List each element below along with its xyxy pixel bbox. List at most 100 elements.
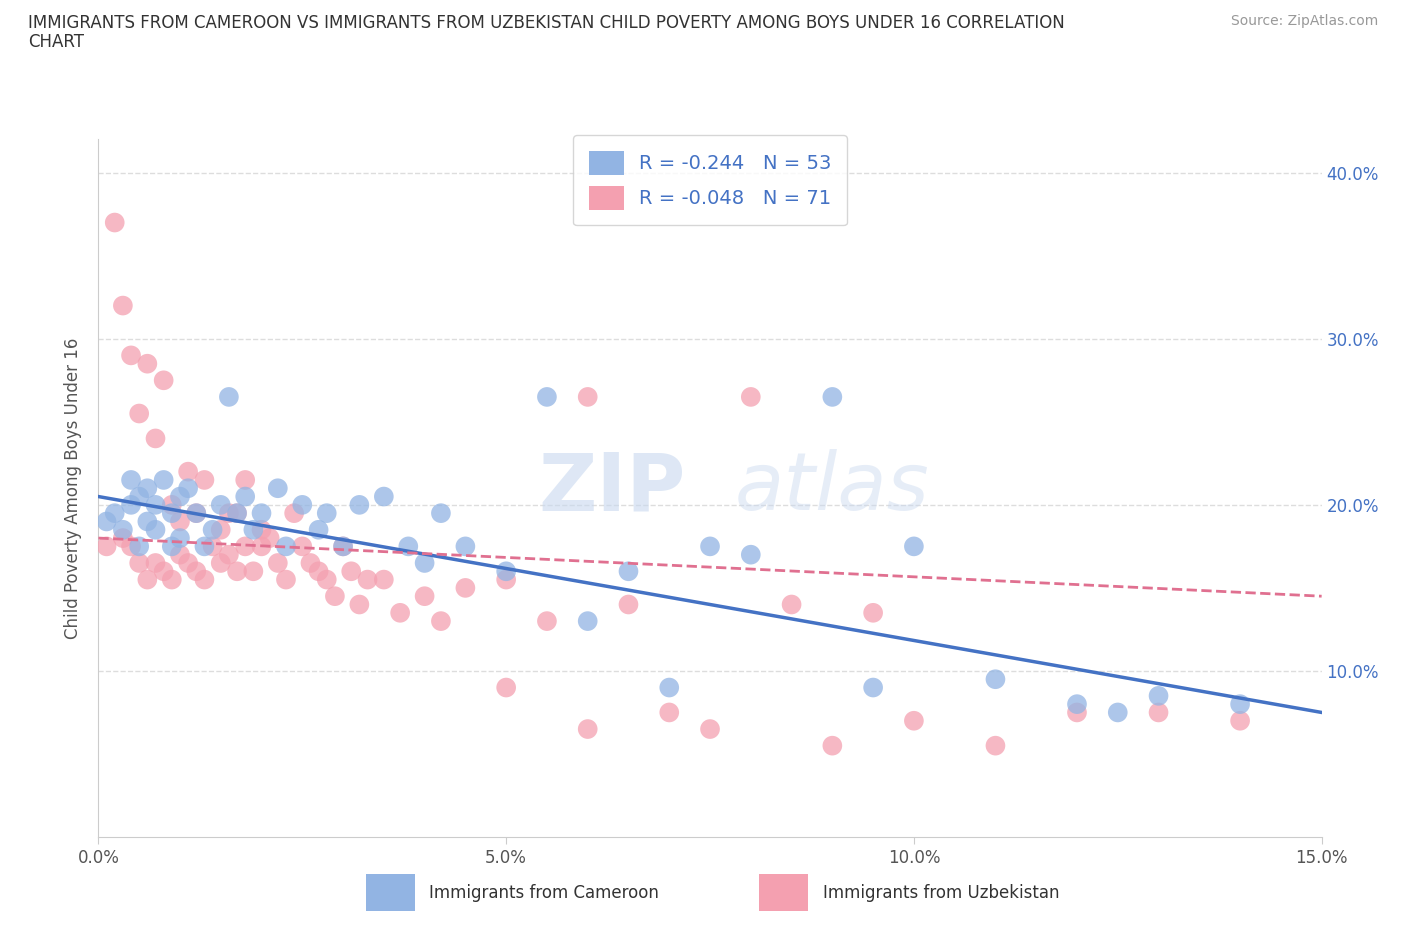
Point: [128, 539, 150, 554]
Point: [128, 555, 150, 570]
Text: Immigrants from Uzbekistan: Immigrants from Uzbekistan: [823, 884, 1059, 902]
Point: [177, 555, 200, 570]
Point: [413, 555, 436, 570]
Point: [145, 555, 167, 570]
Point: [1229, 697, 1251, 711]
Point: [274, 572, 297, 587]
Point: [120, 498, 142, 512]
Point: [209, 523, 232, 538]
Point: [218, 390, 240, 405]
Point: [308, 564, 330, 578]
Point: [862, 605, 884, 620]
Point: [315, 572, 337, 587]
FancyBboxPatch shape: [366, 874, 415, 911]
Point: [111, 299, 134, 313]
Point: [389, 605, 412, 620]
Point: [136, 572, 159, 587]
Point: [104, 506, 127, 521]
Point: [218, 547, 240, 562]
Point: [430, 614, 453, 629]
Point: [903, 539, 925, 554]
Point: [780, 597, 803, 612]
Point: [396, 539, 419, 554]
Point: [250, 506, 273, 521]
Point: [120, 539, 142, 554]
Point: [193, 572, 215, 587]
Point: [136, 356, 159, 371]
Point: [233, 489, 256, 504]
Point: [201, 523, 224, 538]
Point: [267, 481, 290, 496]
Point: [111, 523, 134, 538]
Text: Source: ZipAtlas.com: Source: ZipAtlas.com: [1230, 14, 1378, 28]
Point: [299, 555, 322, 570]
Text: CHART: CHART: [28, 33, 84, 50]
Point: [373, 572, 395, 587]
Point: [536, 390, 558, 405]
Point: [332, 539, 354, 554]
Point: [903, 713, 925, 728]
Point: [152, 472, 174, 487]
Point: [699, 539, 721, 554]
Point: [145, 498, 167, 512]
Point: [120, 472, 142, 487]
Point: [495, 564, 517, 578]
Point: [186, 564, 208, 578]
Point: [177, 481, 200, 496]
Point: [308, 523, 330, 538]
Point: [862, 680, 884, 695]
Point: [274, 539, 297, 554]
Point: [413, 589, 436, 604]
Point: [120, 348, 142, 363]
Point: [821, 390, 844, 405]
Point: [226, 564, 249, 578]
Point: [136, 514, 159, 529]
Point: [291, 498, 314, 512]
Point: [454, 580, 477, 595]
Point: [177, 464, 200, 479]
Point: [96, 539, 118, 554]
Point: [259, 531, 281, 546]
Point: [242, 523, 264, 538]
Point: [226, 506, 249, 521]
Point: [349, 498, 371, 512]
Point: [218, 506, 240, 521]
Point: [1066, 697, 1088, 711]
Point: [617, 597, 640, 612]
Point: [209, 498, 232, 512]
Point: [160, 506, 183, 521]
Point: [699, 722, 721, 737]
Point: [373, 489, 395, 504]
Point: [145, 431, 167, 445]
Point: [250, 523, 273, 538]
Point: [111, 531, 134, 546]
Point: [430, 506, 453, 521]
Point: [152, 564, 174, 578]
Point: [226, 506, 249, 521]
Point: [1107, 705, 1129, 720]
FancyBboxPatch shape: [759, 874, 808, 911]
Point: [186, 506, 208, 521]
Point: [340, 564, 363, 578]
Point: [250, 539, 273, 554]
Point: [136, 481, 159, 496]
Point: [349, 597, 371, 612]
Point: [356, 572, 378, 587]
Point: [1147, 688, 1170, 703]
Point: [233, 472, 256, 487]
Legend: R = -0.244   N = 53, R = -0.048   N = 71: R = -0.244 N = 53, R = -0.048 N = 71: [574, 135, 846, 225]
Point: [209, 555, 232, 570]
Point: [617, 564, 640, 578]
Point: [576, 390, 599, 405]
Text: IMMIGRANTS FROM CAMEROON VS IMMIGRANTS FROM UZBEKISTAN CHILD POVERTY AMONG BOYS : IMMIGRANTS FROM CAMEROON VS IMMIGRANTS F…: [28, 14, 1064, 32]
Point: [332, 539, 354, 554]
Point: [984, 738, 1007, 753]
Point: [233, 539, 256, 554]
Y-axis label: Child Poverty Among Boys Under 16: Child Poverty Among Boys Under 16: [65, 338, 83, 639]
Point: [96, 514, 118, 529]
Point: [658, 680, 681, 695]
Point: [160, 498, 183, 512]
Point: [145, 523, 167, 538]
Point: [193, 472, 215, 487]
Point: [821, 738, 844, 753]
